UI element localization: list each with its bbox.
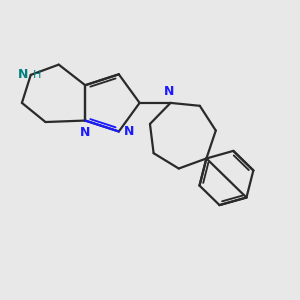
Text: N: N <box>80 126 90 139</box>
Text: N: N <box>124 125 134 138</box>
Text: N: N <box>164 85 174 98</box>
Text: N: N <box>18 68 28 81</box>
Text: H: H <box>33 70 41 80</box>
